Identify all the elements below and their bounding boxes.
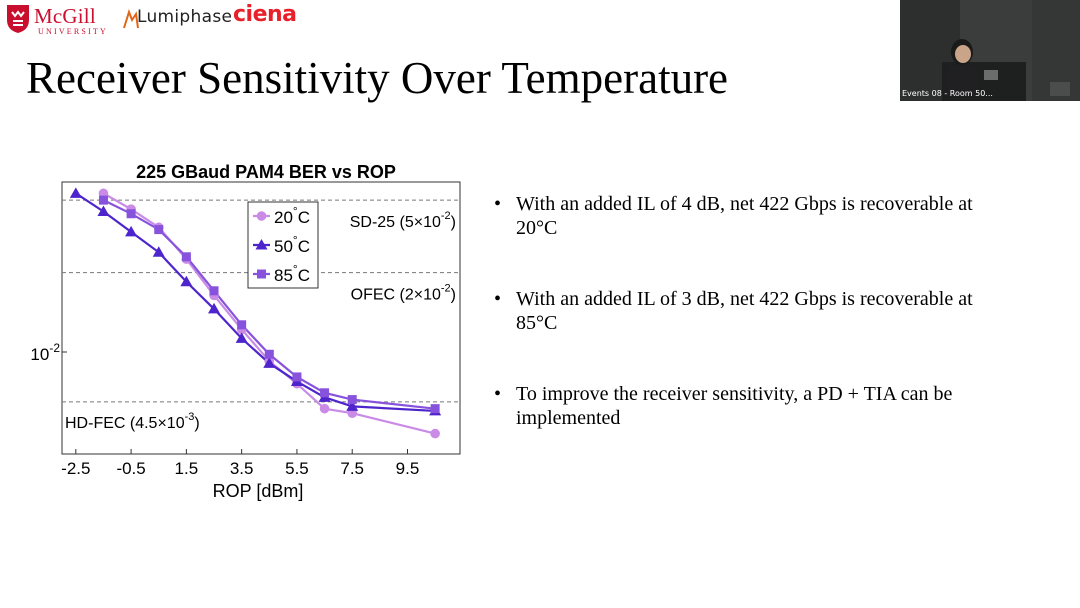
y-axis-tick: 10-2 <box>30 341 67 364</box>
data-point-50C <box>125 225 138 237</box>
series-markers <box>69 187 442 439</box>
ciena-logo: ciena <box>233 2 297 27</box>
bullet-item: • To improve the receiver sensitivity, a … <box>494 383 953 429</box>
x-axis-label: ROP [dBm] <box>213 481 304 501</box>
x-axis-ticks: -2.5 -0.5 1.5 3.5 5.5 7.5 9.5 <box>61 449 419 478</box>
threshold-label-text: SD-25 (5×10 <box>350 214 441 231</box>
legend-label-degree: ° <box>293 233 298 247</box>
legend-label: 85°C <box>274 262 310 285</box>
data-point-50C <box>97 205 110 216</box>
legend-label-value: 50 <box>274 237 293 256</box>
slide-title: Receiver Sensitivity Over Temperature <box>26 53 729 103</box>
logo-bar: McGill UNIVERSITY Lumiphase ciena <box>4 2 304 38</box>
data-point-20C <box>430 428 440 439</box>
y-tick-exponent: -2 <box>49 341 60 355</box>
bullet-item: • With an added IL of 4 dB, net 422 Gbps … <box>494 193 973 239</box>
data-point-85C <box>154 225 164 235</box>
data-point-85C <box>209 286 219 296</box>
x-tick-label: 9.5 <box>396 459 420 478</box>
x-tick-label: -2.5 <box>61 459 90 478</box>
data-point-85C <box>237 320 247 330</box>
legend-marker-20C <box>256 211 267 221</box>
data-point-85C <box>347 395 357 405</box>
svg-text:10-2: 10-2 <box>30 341 60 364</box>
threshold-label: SD-25 (5×10-2) <box>350 210 456 231</box>
threshold-lines: SD-25 (5×10-2)OFEC (2×10-2)HD-FEC (4.5×1… <box>62 199 460 432</box>
data-point-20C <box>319 403 330 414</box>
speaker-scene <box>900 0 1080 101</box>
data-point-50C <box>346 400 359 411</box>
threshold-label-exponent: -2 <box>441 283 451 295</box>
legend-label-degree: ° <box>293 204 298 218</box>
threshold-label-text: HD-FEC (4.5×10 <box>65 415 185 432</box>
threshold-label-exponent: -3 <box>185 411 195 423</box>
x-tick-label: 5.5 <box>285 459 309 478</box>
y-tick-base: 10 <box>30 345 49 364</box>
threshold-label-suffix: ) <box>451 287 456 304</box>
legend-label-value: 20 <box>274 208 293 227</box>
data-point-50C <box>69 187 82 198</box>
threshold-label: OFEC (2×10-2) <box>351 283 456 304</box>
lumiphase-mark-icon <box>123 8 139 29</box>
threshold-label: HD-FEC (4.5×10-3) <box>65 411 200 432</box>
data-point-85C <box>320 388 330 398</box>
x-tick-label: -0.5 <box>116 459 145 478</box>
bullet-text: To improve the receiver sensitivity, a P… <box>516 383 953 429</box>
ber-vs-rop-chart: 225 GBaud PAM4 BER vs ROP SD-25 (5×10-2)… <box>30 162 461 501</box>
legend-label-unit: C <box>298 237 310 256</box>
chart-title: 225 GBaud PAM4 BER vs ROP <box>136 162 396 182</box>
legend-marker-50C <box>255 239 268 250</box>
lumiphase-logo: Lumiphase <box>137 7 233 27</box>
threshold-label-suffix: ) <box>451 214 456 231</box>
threshold-label-text: OFEC (2×10 <box>351 287 441 304</box>
data-point-85C <box>98 195 108 205</box>
bullet-text: With an added IL of 3 dB, net 422 Gbps i… <box>516 288 973 334</box>
data-point-50C <box>208 302 221 314</box>
data-point-50C <box>180 275 193 287</box>
mcgill-logo-subtitle: UNIVERSITY <box>38 27 108 36</box>
legend-marker-85C <box>257 269 266 279</box>
bullet-list: • With an added IL of 4 dB, net 422 Gbps … <box>494 192 994 477</box>
legend-label-unit: C <box>298 266 310 285</box>
data-point-85C <box>126 209 136 219</box>
data-point-85C <box>181 252 191 262</box>
x-tick-label: 7.5 <box>340 459 364 478</box>
data-point-50C <box>235 332 248 343</box>
threshold-label-exponent: -2 <box>441 210 451 222</box>
legend: 20°C50°C85°C <box>247 201 319 289</box>
legend-label: 20°C <box>274 204 310 227</box>
data-point-85C <box>430 404 440 414</box>
video-caption: Events 08 - Room 50... <box>902 89 993 98</box>
legend-label: 50°C <box>274 233 310 256</box>
mcgill-logo: McGill <box>34 4 96 28</box>
bullet-item: • With an added IL of 3 dB, net 422 Gbps … <box>494 288 973 334</box>
threshold-label-suffix: ) <box>194 415 199 432</box>
data-point-85C <box>292 372 302 382</box>
legend-label-degree: ° <box>293 262 298 276</box>
legend-label-value: 85 <box>274 266 293 285</box>
legend-label-unit: C <box>298 208 310 227</box>
data-point-85C <box>264 349 274 359</box>
series-line-50C <box>75 192 436 413</box>
x-tick-label: 1.5 <box>175 459 199 478</box>
bullet-text: With an added IL of 4 dB, net 422 Gbps i… <box>516 193 973 239</box>
speaker-video-thumbnail[interactable]: Events 08 - Room 50... <box>900 0 1080 101</box>
x-tick-label: 3.5 <box>230 459 254 478</box>
data-point-50C <box>263 357 276 368</box>
data-point-50C <box>152 246 165 257</box>
mcgill-shield-icon <box>7 5 29 33</box>
